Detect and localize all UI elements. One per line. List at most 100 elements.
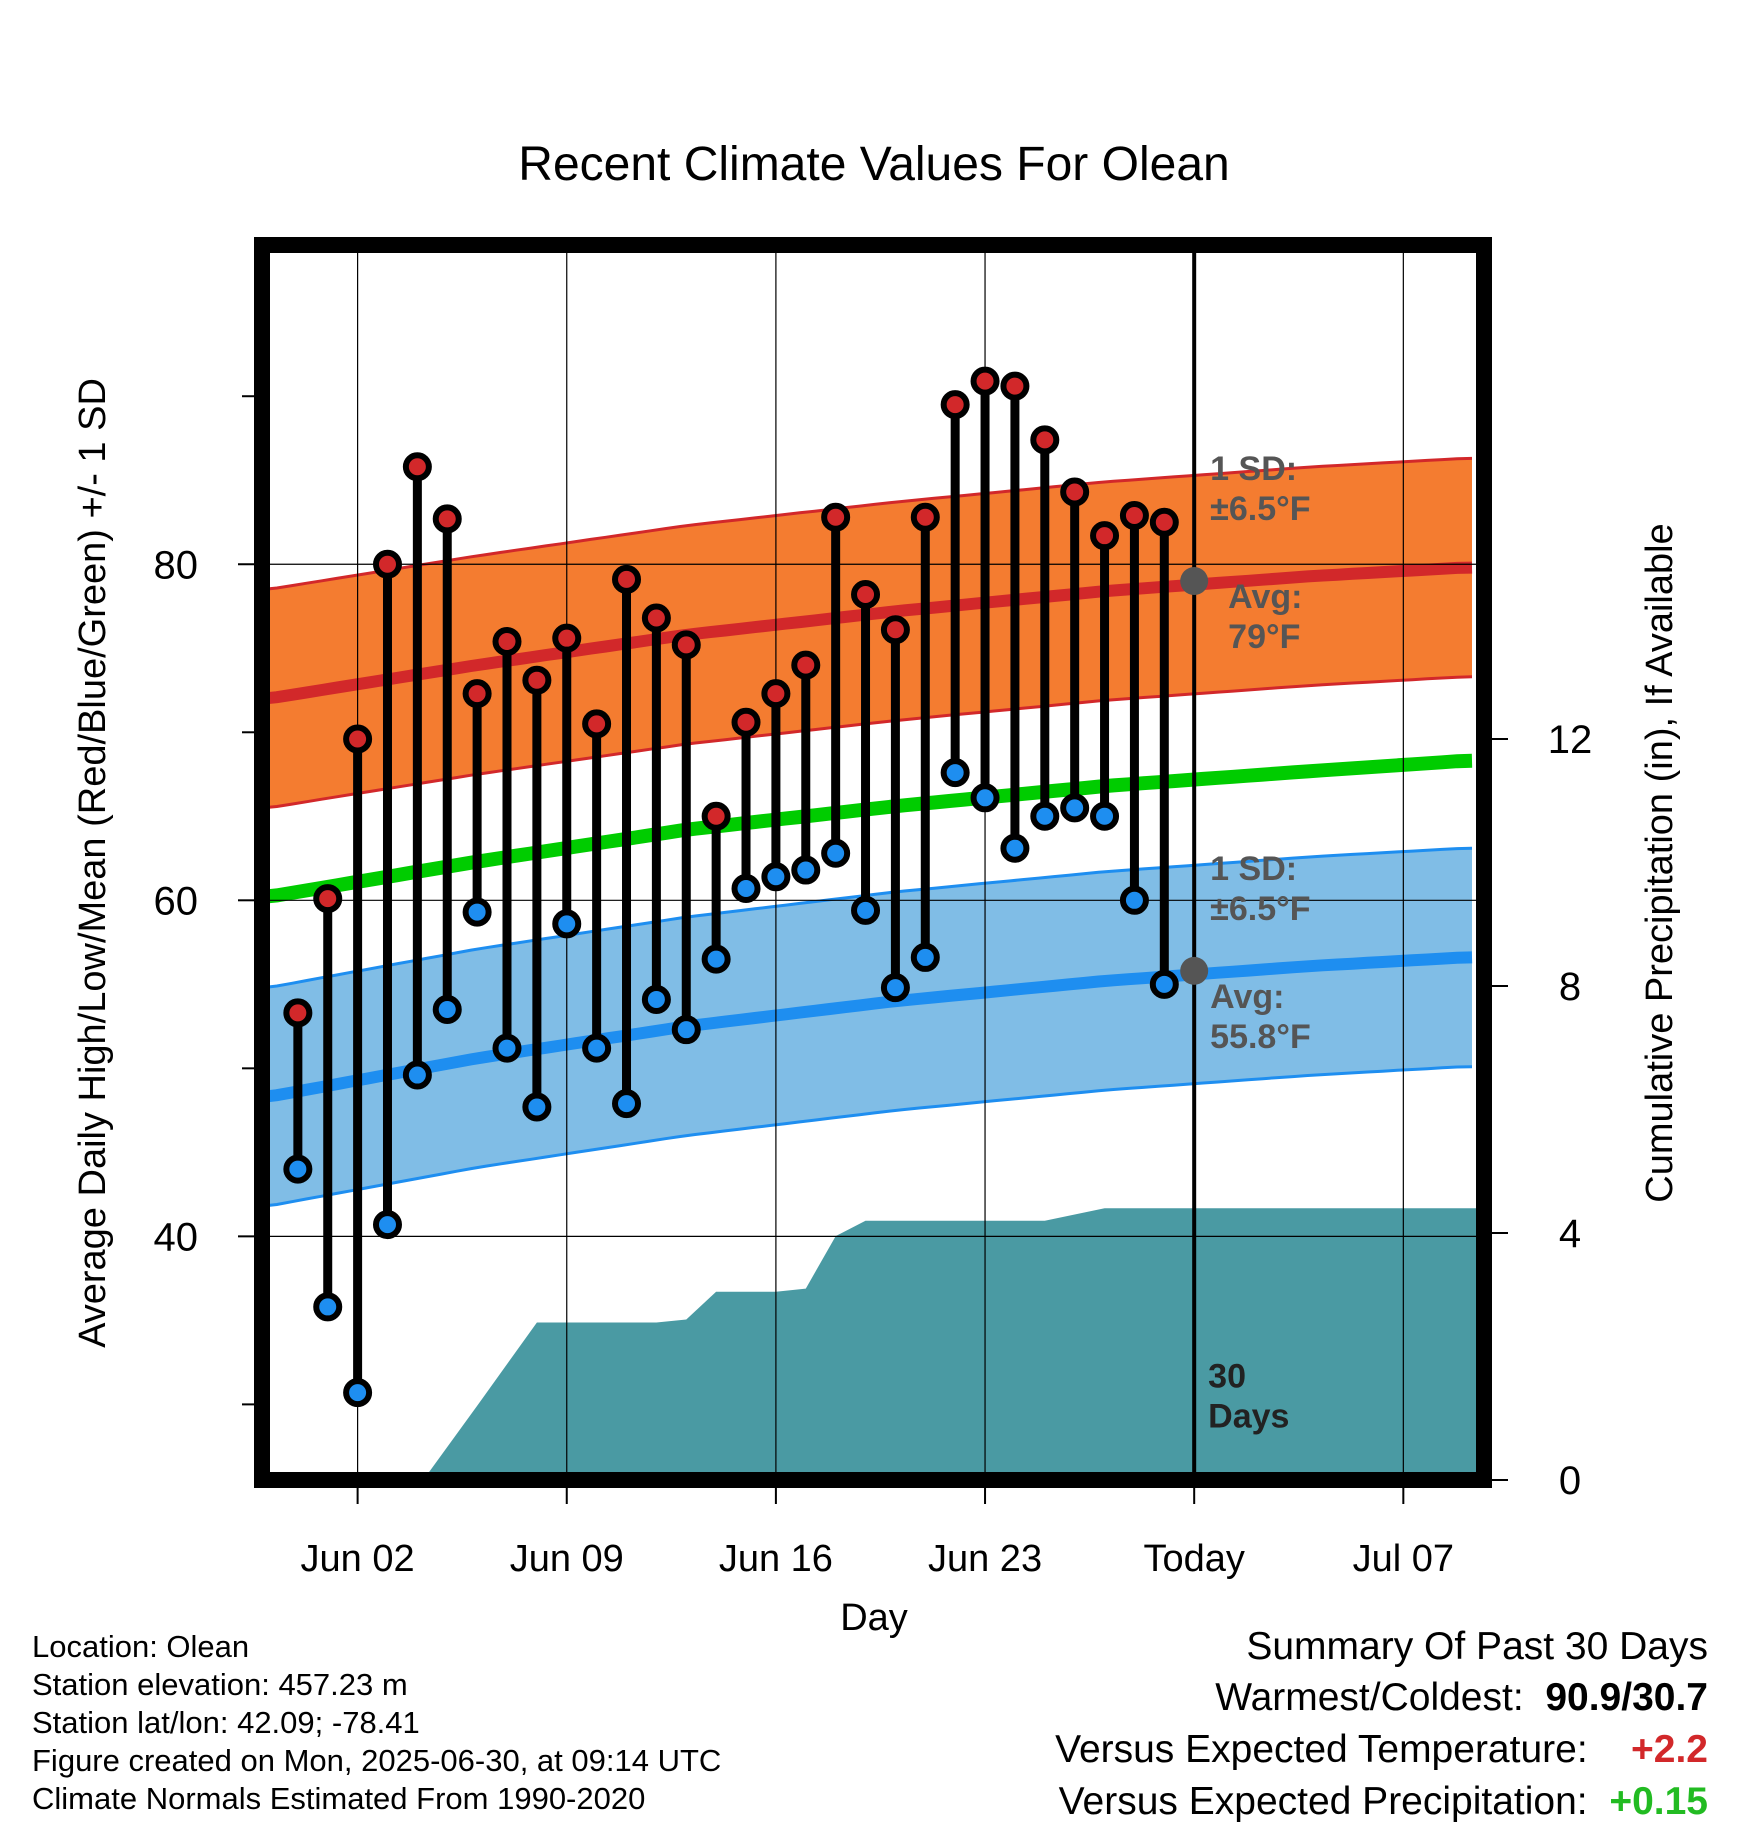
daily-high-point bbox=[612, 564, 642, 594]
x-axis-label: Day bbox=[840, 1597, 908, 1639]
today-days-label: 30 Days bbox=[1208, 1357, 1289, 1435]
daily-high-point bbox=[821, 502, 851, 532]
high-sd-annotation-line: ±6.5°F bbox=[1210, 490, 1310, 528]
daily-high-point bbox=[462, 679, 492, 709]
x-tick-label: Jun 09 bbox=[510, 1538, 624, 1580]
daily-high-point bbox=[940, 390, 970, 420]
daily-low-point bbox=[283, 1154, 313, 1184]
today-days-label-line: 30 bbox=[1208, 1357, 1246, 1395]
normal-low-line bbox=[262, 951, 1473, 1103]
x-tick-label: Jun 16 bbox=[719, 1538, 833, 1580]
y-tick-label-right: 0 bbox=[1559, 1459, 1581, 1503]
daily-high-point bbox=[582, 709, 612, 739]
daily-low-point bbox=[641, 984, 671, 1014]
y-tick-label-right: 12 bbox=[1548, 718, 1593, 762]
daily-low-point bbox=[343, 1378, 373, 1408]
high-avg-annotation-line: 79°F bbox=[1228, 618, 1300, 656]
low-sd-annotation-line: 1 SD: bbox=[1210, 850, 1297, 888]
low-avg-annotation: Avg: 55.8°F bbox=[1210, 978, 1311, 1056]
low-sd-annotation: 1 SD: ±6.5°F bbox=[1210, 850, 1310, 928]
daily-low-point bbox=[582, 1033, 612, 1063]
daily-low-point bbox=[910, 942, 940, 972]
low-sd-annotation-line: ±6.5°F bbox=[1210, 890, 1310, 928]
daily-low-point bbox=[851, 895, 881, 925]
daily-low-point bbox=[522, 1092, 552, 1122]
daily-high-point bbox=[1060, 477, 1090, 507]
elevation-text: Station elevation: 457.23 m bbox=[32, 1667, 408, 1702]
daily-high-point bbox=[761, 679, 791, 709]
daily-low-point bbox=[313, 1292, 343, 1322]
warm-cold-label: Warmest/Coldest: bbox=[1215, 1676, 1524, 1719]
location-text: Location: Olean bbox=[32, 1629, 250, 1664]
daily-high-point bbox=[671, 630, 701, 660]
daily-high-point bbox=[283, 998, 313, 1028]
daily-high-point bbox=[880, 615, 910, 645]
daily-low-point bbox=[1119, 885, 1149, 915]
high-sd-annotation: 1 SD: ±6.5°F bbox=[1210, 450, 1310, 528]
daily-high-point bbox=[492, 627, 522, 657]
daily-high-point bbox=[522, 665, 552, 695]
daily-low-point bbox=[612, 1089, 642, 1119]
daily-high-point bbox=[970, 366, 1000, 396]
normals-text: Climate Normals Estimated From 1990-2020 bbox=[32, 1781, 646, 1816]
warm-cold-value: 90.9/30.7 bbox=[1545, 1676, 1708, 1719]
daily-high-point bbox=[313, 884, 343, 914]
high-avg-annotation-line: Avg: bbox=[1228, 578, 1302, 616]
daily-low-point bbox=[402, 1060, 432, 1090]
daily-low-point bbox=[372, 1210, 402, 1240]
summary-panel: Summary Of Past 30 Days Warmest/Coldest:… bbox=[1055, 1622, 1708, 1828]
precip-value: +0.15 bbox=[1609, 1780, 1708, 1823]
daily-high-point bbox=[851, 579, 881, 609]
daily-low-point bbox=[492, 1033, 522, 1063]
y-tick-label-left: 80 bbox=[154, 543, 199, 587]
y-tick-label-left: 60 bbox=[154, 879, 199, 923]
today-days-label-line: Days bbox=[1208, 1397, 1289, 1435]
daily-low-point bbox=[880, 973, 910, 1003]
low-avg-annotation-line: Avg: bbox=[1210, 978, 1284, 1016]
temp-label: Versus Expected Temperature: bbox=[1055, 1728, 1588, 1771]
daily-low-point bbox=[432, 995, 462, 1025]
daily-low-point bbox=[821, 838, 851, 868]
high-sd-upper-edge bbox=[262, 456, 1473, 591]
daily-low-point bbox=[791, 855, 821, 885]
daily-high-point bbox=[343, 724, 373, 754]
daily-high-point bbox=[402, 452, 432, 482]
x-tick-label: Jun 02 bbox=[301, 1538, 415, 1580]
daily-low-point bbox=[462, 897, 492, 927]
chart-title: Recent Climate Values For Olean bbox=[518, 138, 1229, 191]
daily-low-point bbox=[940, 758, 970, 788]
temp-value: +2.2 bbox=[1631, 1728, 1708, 1771]
daily-high-point bbox=[1119, 501, 1149, 531]
daily-low-point bbox=[731, 874, 761, 904]
daily-low-point bbox=[1060, 793, 1090, 823]
low-avg-annotation-line: 55.8°F bbox=[1210, 1018, 1311, 1056]
x-tick-label: Today bbox=[1143, 1538, 1244, 1580]
latlon-text: Station lat/lon: 42.09; -78.41 bbox=[32, 1705, 420, 1740]
high-avg-annotation: Avg: 79°F bbox=[1228, 578, 1302, 656]
x-tick-label: Jun 23 bbox=[928, 1538, 1042, 1580]
daily-high-point bbox=[1030, 425, 1060, 455]
plot-frame bbox=[254, 237, 1492, 1488]
precip-row: Versus Expected Precipitation: +0.15 bbox=[1055, 1776, 1708, 1828]
daily-high-point bbox=[910, 502, 940, 532]
high-avg-marker bbox=[1180, 567, 1209, 596]
daily-high-point bbox=[641, 603, 671, 633]
daily-low-point bbox=[552, 909, 582, 939]
created-text: Figure created on Mon, 2025-06-30, at 09… bbox=[32, 1743, 722, 1778]
x-tick-label: Jul 07 bbox=[1353, 1538, 1454, 1580]
daily-low-point bbox=[1030, 801, 1060, 831]
daily-low-point bbox=[671, 1015, 701, 1045]
daily-high-point bbox=[372, 549, 402, 579]
daily-high-point bbox=[1000, 371, 1030, 401]
daily-high-point bbox=[1090, 521, 1120, 551]
daily-high-point bbox=[701, 801, 731, 831]
y-axis-label-right: Cumulative Precipitation (in), If Availa… bbox=[1639, 523, 1681, 1202]
y-tick-label-right: 4 bbox=[1559, 1212, 1581, 1256]
daily-low-point bbox=[1090, 801, 1120, 831]
low-avg-marker bbox=[1180, 956, 1209, 985]
daily-low-point bbox=[1149, 969, 1179, 999]
daily-high-point bbox=[432, 504, 462, 534]
station-info: Location: Olean Station elevation: 457.2… bbox=[32, 1628, 721, 1818]
